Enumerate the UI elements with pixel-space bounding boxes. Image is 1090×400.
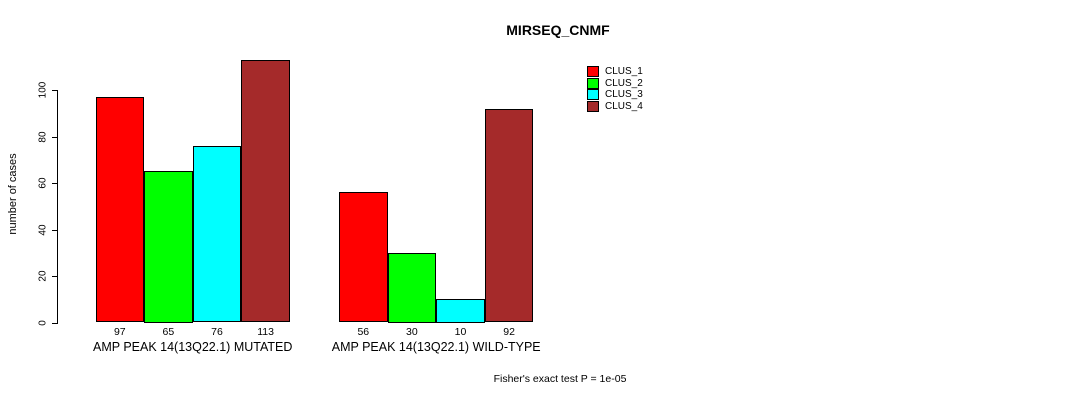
legend-label: CLUS_3 (605, 89, 643, 101)
legend-item-clus_1: CLUS_1 (587, 66, 643, 77)
bar-clus_2 (387, 252, 437, 323)
bar-value-label: 92 (503, 326, 515, 338)
legend-label: CLUS_4 (605, 101, 643, 113)
chart-title: MIRSEQ_CNMF (506, 22, 610, 38)
fisher-test-annotation: Fisher's exact test P = 1e-05 (493, 373, 627, 385)
y-axis-tick-label: 0 (37, 319, 49, 326)
y-axis-line (56, 90, 58, 324)
group-category-label: AMP PEAK 14(13Q22.1) WILD-TYPE (331, 340, 541, 354)
bar-clus_4 (241, 59, 290, 323)
bar-value-label: 10 (454, 326, 467, 338)
bar-clus_2 (144, 171, 193, 323)
y-axis-label: number of cases (7, 153, 19, 235)
bar-clus_1 (339, 192, 388, 323)
legend-swatch-icon (587, 66, 599, 77)
y-axis-tick-label: 60 (37, 177, 49, 189)
legend-item-clus_4: CLUS_4 (587, 101, 643, 113)
legend-label: CLUS_1 (605, 66, 643, 77)
legend-swatch-icon (587, 101, 599, 113)
bar-clus_4 (484, 108, 534, 323)
legend-label: CLUS_2 (605, 77, 643, 89)
bar-value-label: 56 (357, 326, 370, 338)
bar-clus_3 (192, 145, 242, 323)
y-axis-tick (51, 322, 57, 324)
bar-value-label: 97 (113, 326, 126, 338)
y-axis-tick-label: 100 (37, 81, 49, 99)
legend-swatch-icon (587, 77, 599, 89)
y-axis-tick-label: 80 (37, 130, 49, 143)
legend-swatch-icon (587, 89, 599, 101)
bar-value-label: 30 (406, 326, 418, 338)
bar-value-label: 65 (162, 326, 175, 338)
y-axis-tick (51, 90, 57, 91)
bar-clus_1 (95, 96, 145, 323)
y-axis-tick (51, 136, 57, 138)
bar-value-label: 113 (257, 326, 274, 338)
bar-clus_3 (436, 299, 485, 323)
y-axis-tick (51, 183, 57, 184)
y-axis-tick-label: 20 (37, 270, 49, 282)
legend-item-clus_2: CLUS_2 (587, 77, 643, 89)
group-category-label: AMP PEAK 14(13Q22.1) MUTATED (93, 340, 293, 354)
y-axis-tick (51, 229, 57, 231)
y-axis-tick-label: 40 (37, 223, 49, 236)
legend-item-clus_3: CLUS_3 (587, 89, 643, 101)
bar-value-label: 76 (211, 326, 223, 338)
y-axis-tick (51, 276, 57, 277)
